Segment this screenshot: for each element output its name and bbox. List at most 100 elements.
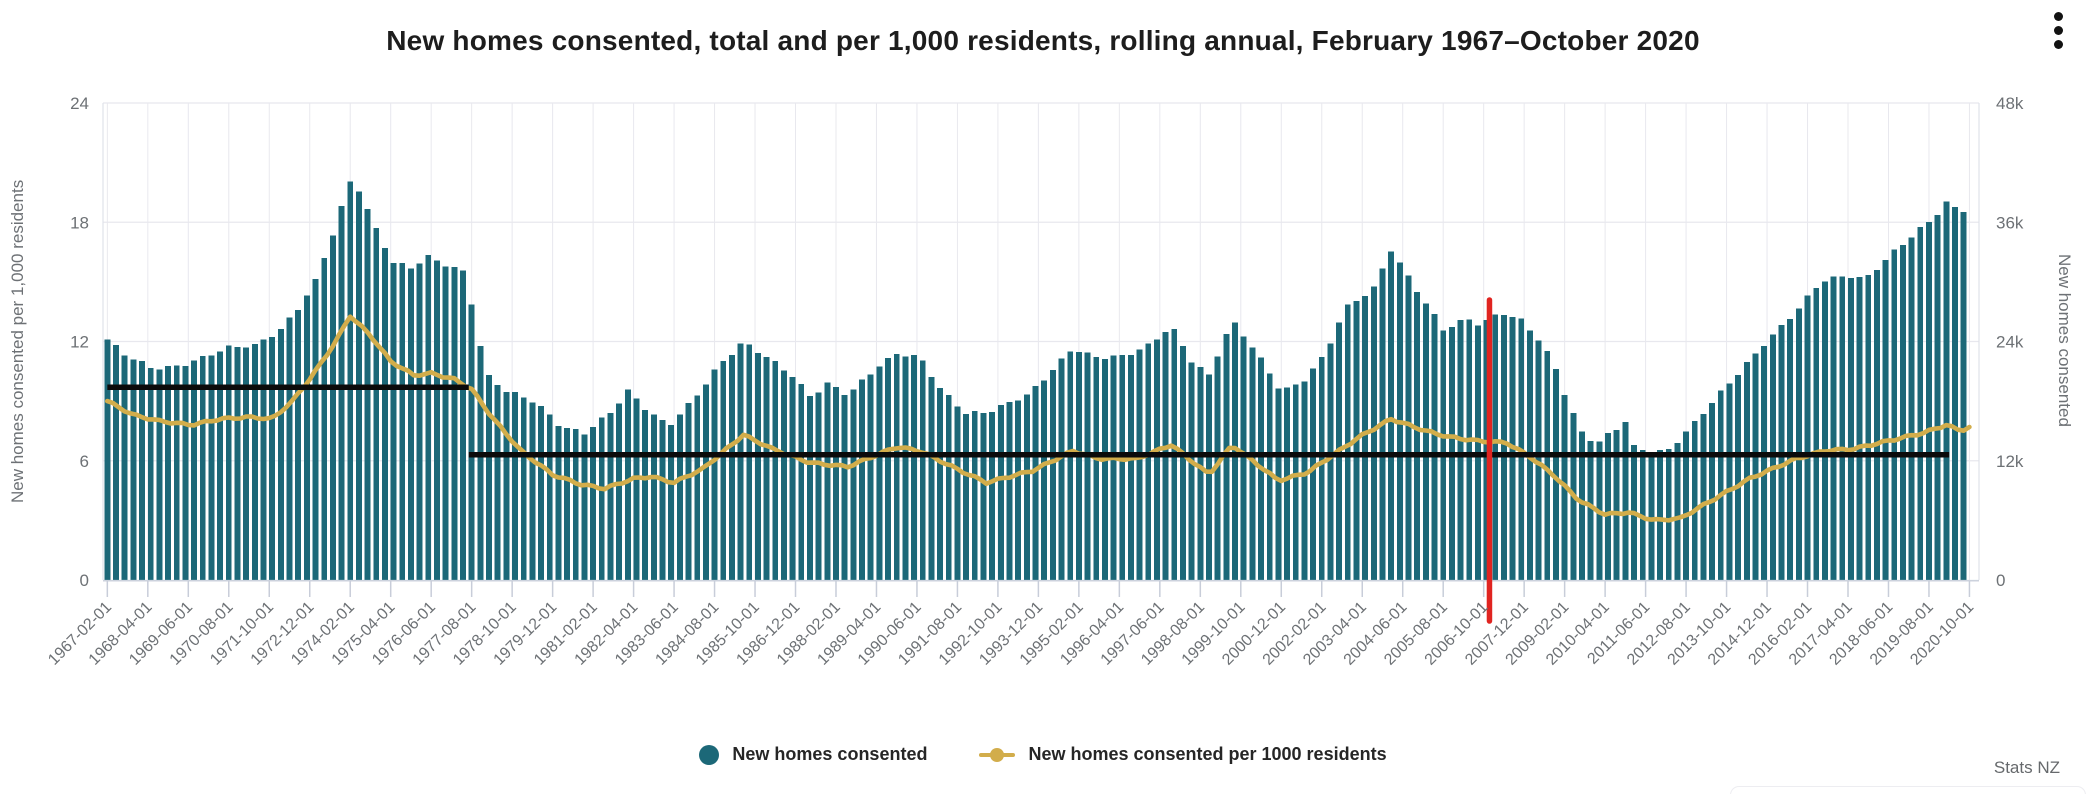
bar	[1804, 295, 1811, 580]
bar	[1613, 430, 1620, 580]
bar	[833, 387, 839, 580]
bar	[1249, 347, 1256, 580]
bar	[850, 389, 857, 580]
bar	[1795, 308, 1802, 580]
series-new-homes-consented[interactable]	[104, 181, 1967, 581]
svg-text:18: 18	[70, 213, 89, 232]
bar	[1882, 259, 1889, 580]
bar	[1579, 431, 1585, 580]
bar	[815, 392, 822, 580]
bar	[1691, 421, 1698, 580]
bar	[1761, 346, 1768, 580]
svg-text:48k: 48k	[1996, 94, 2024, 113]
bar	[1743, 361, 1750, 580]
bar	[1284, 387, 1291, 580]
bar	[676, 414, 683, 580]
bar	[130, 359, 137, 580]
bar	[1500, 315, 1507, 580]
bar	[754, 353, 761, 580]
bar	[347, 181, 354, 581]
bar	[1240, 336, 1247, 580]
legend-item-line[interactable]: New homes consented per 1000 residents	[979, 744, 1387, 765]
bar	[1466, 319, 1473, 580]
bar	[260, 339, 267, 580]
bar	[1084, 352, 1091, 580]
bar	[1292, 384, 1299, 580]
bar	[1926, 221, 1932, 581]
bar	[963, 413, 970, 580]
left-axis-tick-labels: 0 6 12 18 24	[70, 94, 89, 590]
svg-text:12: 12	[70, 333, 89, 352]
bar	[425, 254, 432, 581]
bar	[1232, 322, 1238, 580]
legend-item-bars[interactable]: New homes consented	[699, 744, 927, 765]
bar	[1735, 374, 1742, 580]
bar	[772, 361, 779, 580]
bar	[928, 376, 935, 580]
bar	[321, 258, 328, 580]
bar	[477, 346, 484, 580]
bar	[538, 406, 545, 580]
bar	[1553, 369, 1559, 580]
bar	[945, 395, 952, 580]
bar	[1405, 275, 1412, 580]
svg-text:24k: 24k	[1996, 333, 2024, 352]
kebab-menu-icon	[2040, 11, 2076, 49]
bar	[902, 356, 909, 580]
svg-text:12k: 12k	[1996, 452, 2024, 471]
bar	[243, 347, 250, 580]
average-lines	[107, 384, 1950, 458]
bar	[1587, 441, 1594, 580]
bar	[1813, 288, 1820, 580]
bar	[494, 385, 501, 580]
bar	[1075, 351, 1082, 580]
bar	[173, 365, 180, 580]
bar	[1006, 401, 1013, 580]
bar	[746, 344, 753, 580]
bar	[624, 389, 631, 580]
bar	[1301, 381, 1308, 580]
bar	[1206, 374, 1212, 580]
bar	[312, 279, 319, 580]
bar	[460, 270, 466, 580]
bar	[1032, 386, 1039, 580]
bar	[139, 361, 145, 580]
bar	[1145, 343, 1152, 580]
bar	[1318, 356, 1325, 580]
bar	[1622, 421, 1629, 580]
bar	[607, 412, 614, 580]
bar	[919, 360, 926, 580]
bar	[182, 365, 189, 580]
bar	[1067, 351, 1074, 580]
bar	[1127, 355, 1134, 580]
bar	[1327, 343, 1334, 580]
bar	[1839, 276, 1846, 580]
bar	[650, 414, 657, 580]
bar	[1119, 354, 1126, 580]
bar	[1605, 433, 1611, 580]
bar	[876, 366, 883, 580]
bar	[1275, 388, 1282, 580]
bar	[954, 406, 961, 580]
bar	[564, 428, 571, 580]
bar	[234, 346, 241, 580]
bar	[1544, 351, 1551, 580]
bar	[702, 384, 709, 580]
chart-menu-button[interactable]	[2040, 4, 2076, 56]
bar	[373, 227, 380, 580]
bar	[503, 392, 510, 580]
bar	[329, 235, 336, 580]
bar	[824, 382, 831, 580]
bar	[1683, 431, 1690, 580]
bar	[1492, 314, 1499, 580]
bar	[1136, 349, 1143, 580]
bar	[399, 263, 406, 580]
bar	[1821, 281, 1828, 580]
bar	[1535, 340, 1542, 580]
bar	[277, 329, 284, 580]
series-per-1000-residents-line[interactable]	[105, 314, 1972, 523]
bar	[1344, 304, 1351, 580]
bar	[199, 355, 206, 580]
